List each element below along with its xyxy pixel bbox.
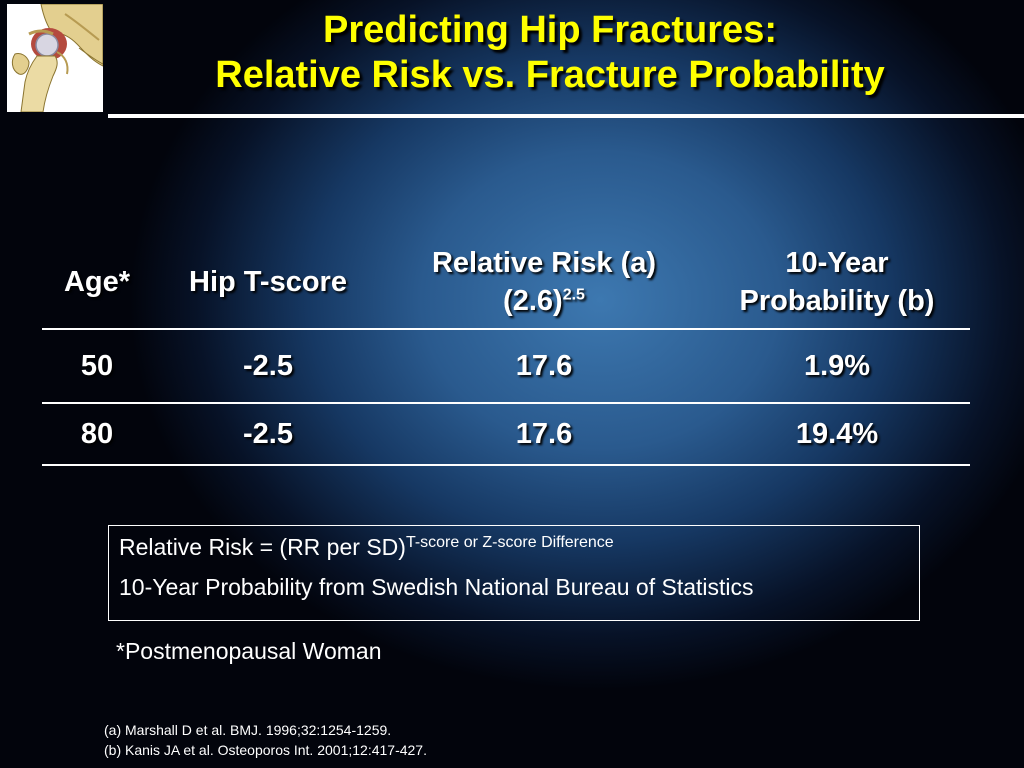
slide-title: Predicting Hip Fractures: Relative Risk … (110, 8, 990, 98)
title-line-1: Predicting Hip Fractures: (323, 9, 777, 51)
rr-formula-text: Relative Risk = (RR per SD) (119, 534, 406, 560)
header-relative-risk: Relative Risk (a) (2.6)2.5 (384, 236, 704, 330)
reference-item: (a) Marshall D et al. BMJ. 1996;32:1254-… (104, 722, 392, 738)
risk-table: Age* Hip T-score Relative Risk (a) (2.6)… (42, 236, 970, 466)
references: (a) Marshall D et al. BMJ. 1996;32:1254-… (104, 720, 427, 760)
table-row: 50 -2.5 17.6 1.9% (42, 329, 970, 404)
title-divider (108, 114, 1024, 118)
rr-formula-superscript: T-score or Z-score Difference (405, 534, 614, 551)
header-probability: 10-Year Probability (b) (704, 236, 970, 330)
cell-probability: 1.9% (704, 329, 970, 404)
title-line-2: Relative Risk vs. Fracture Probability (215, 54, 885, 96)
cell-age: 80 (42, 403, 152, 466)
definitions-box: Relative Risk = (RR per SD)T-score or Z-… (108, 525, 920, 621)
header-prob-line1: 10-Year (785, 247, 889, 279)
reference-item: (b) Kanis JA et al. Osteoporos Int. 2001… (104, 742, 427, 758)
table-header-row: Age* Hip T-score Relative Risk (a) (2.6)… (42, 236, 970, 330)
hip-joint-illustration-icon (7, 4, 103, 112)
header-rr-line2: (2.6)2.5 (384, 282, 704, 320)
cell-probability: 19.4% (704, 403, 970, 466)
header-rr-exponent: 2.5 (562, 286, 585, 304)
probability-source-note: 10-Year Probability from Swedish Nationa… (119, 574, 754, 600)
header-tscore: Hip T-score (152, 236, 384, 330)
cell-tscore: -2.5 (152, 403, 384, 466)
cell-relative-risk: 17.6 (384, 403, 704, 466)
header-age: Age* (42, 236, 152, 330)
header-rr-line1: Relative Risk (a) (431, 247, 657, 279)
table-row: 80 -2.5 17.6 19.4% (42, 403, 970, 466)
age-footnote: *Postmenopausal Woman (116, 638, 382, 664)
rr-formula-note: Relative Risk = (RR per SD)T-score or Z-… (119, 534, 909, 574)
cell-relative-risk: 17.6 (384, 329, 704, 404)
cell-tscore: -2.5 (152, 329, 384, 404)
header-prob-line2: Probability (b) (739, 285, 935, 317)
header-rr-base: (2.6) (503, 285, 563, 317)
cell-age: 50 (42, 329, 152, 404)
